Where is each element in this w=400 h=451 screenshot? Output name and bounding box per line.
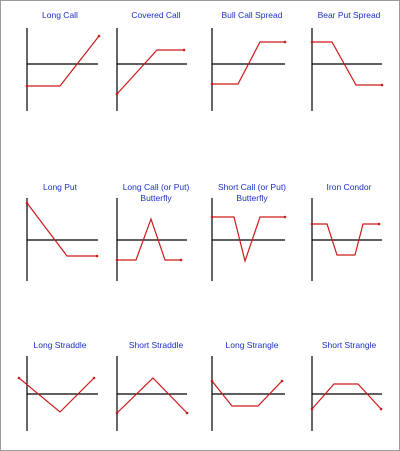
strategy-panel: Covered Call [115,10,187,111]
panel-title: Butterfly [236,193,268,203]
panel-title: Long Put [43,182,78,192]
payoff-endpoint [280,379,284,383]
payoff-endpoint [283,40,287,44]
payoff-line [312,223,379,256]
panel-title: Short Strangle [322,340,377,350]
panel-title: Long Strangle [226,340,279,350]
payoff-endpoint [179,258,183,262]
payoff-endpoint [185,411,189,415]
payoff-line [117,217,181,261]
payoff-line [212,216,285,264]
payoff-endpoint [17,376,21,380]
payoff-line [18,377,95,413]
payoff-line [116,377,188,414]
strategy-panel: Long Strangle [210,340,285,431]
payoff-line [27,35,100,87]
payoff-line [312,41,382,86]
payoff-endpoint [379,407,383,411]
payoff-endpoint [283,215,287,219]
payoff-endpoint [310,222,314,226]
panel-title: Iron Condor [327,182,372,192]
panel-title: Covered Call [131,10,180,20]
payoff-endpoint [115,258,119,262]
payoff-endpoint [25,201,29,205]
panel-title: Short Straddle [129,340,184,350]
payoff-line [26,202,97,257]
payoff-line [211,380,283,407]
panel-title: Butterfly [140,193,172,203]
payoff-endpoint [97,34,101,38]
payoff-endpoint [182,48,186,52]
strategy-panel: Short Strangle [310,340,383,431]
payoff-endpoint [210,379,214,383]
payoff-line [116,49,184,95]
panel-title: Long Straddle [34,340,87,350]
payoff-endpoint [92,376,96,380]
payoff-endpoint [115,411,119,415]
panel-title: Short Call (or Put) [218,182,286,192]
payoff-endpoint [115,92,119,96]
strategy-panel: Bear Put Spread [310,10,384,111]
strategy-panel: Long Put [25,182,99,281]
panel-title: Long Call [42,10,78,20]
strategy-panel: Short Straddle [115,340,189,431]
payoff-endpoint [210,82,214,86]
panel-title: Long Call (or Put) [123,182,190,192]
strategy-panel: Long Call [25,10,101,111]
panel-title: Bull Call Spread [222,10,283,20]
strategy-panel: Short Call (or Put)Butterfly [210,182,287,281]
panel-title: Bear Put Spread [318,10,381,20]
strategy-panel: Iron Condor [310,182,382,281]
payoff-line [311,383,382,410]
strategy-panel: Long Straddle [17,340,98,431]
payoff-endpoint [25,84,29,88]
strategy-panel: Long Call (or Put)Butterfly [115,182,190,281]
payoff-endpoint [310,40,314,44]
payoff-endpoint [95,254,99,258]
payoff-endpoint [380,83,384,87]
payoff-endpoint [377,222,381,226]
payoff-endpoint [210,215,214,219]
payoff-line [212,41,285,85]
payoff-endpoint [310,407,314,411]
strategy-panel: Bull Call Spread [210,10,287,111]
